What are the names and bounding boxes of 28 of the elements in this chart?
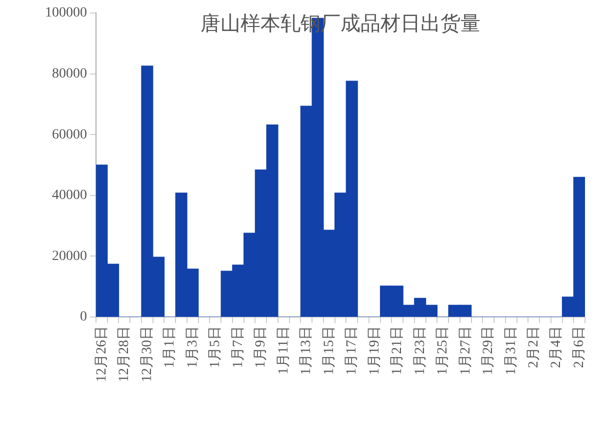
- y-tick-label: 60000: [52, 127, 87, 142]
- x-tick-label: 1月11日: [276, 326, 292, 374]
- x-tick-label: 1月29日: [481, 326, 496, 375]
- y-tick-label: 0: [80, 310, 87, 325]
- x-tick-label: 12月30日: [140, 326, 155, 382]
- x-tick-label: 1月3日: [185, 326, 200, 368]
- x-tick-label: 1月15日: [322, 326, 337, 375]
- x-tick-label: 1月31日: [504, 326, 519, 375]
- x-tick-label: 2月6日: [572, 326, 587, 368]
- x-tick-label: 1月9日: [254, 326, 269, 368]
- x-tick-label: 2月4日: [549, 326, 564, 368]
- x-tick-label: 1月27日: [458, 326, 474, 375]
- y-tick-label: 100000: [45, 6, 87, 21]
- y-tick-label: 20000: [52, 248, 87, 264]
- x-tick-label: 12月26日: [94, 326, 110, 382]
- x-tick-label: 1月23日: [412, 326, 428, 375]
- x-tick-label: 1月5日: [208, 326, 224, 368]
- x-tick-label: 1月17日: [344, 326, 360, 375]
- x-tick-label: 1月7日: [230, 326, 246, 368]
- x-tick-label: 2月2日: [526, 326, 542, 368]
- x-tick-label: 1月1日: [162, 326, 178, 368]
- x-tick-label: 1月19日: [367, 326, 382, 375]
- x-tick-label: 1月21日: [390, 326, 406, 375]
- x-tick-label: 12月28日: [117, 326, 132, 382]
- y-tick-label: 80000: [52, 66, 87, 82]
- y-tick-label: 40000: [52, 188, 87, 204]
- x-tick-label: 1月13日: [299, 326, 314, 375]
- x-tick-label: 1月25日: [436, 326, 451, 375]
